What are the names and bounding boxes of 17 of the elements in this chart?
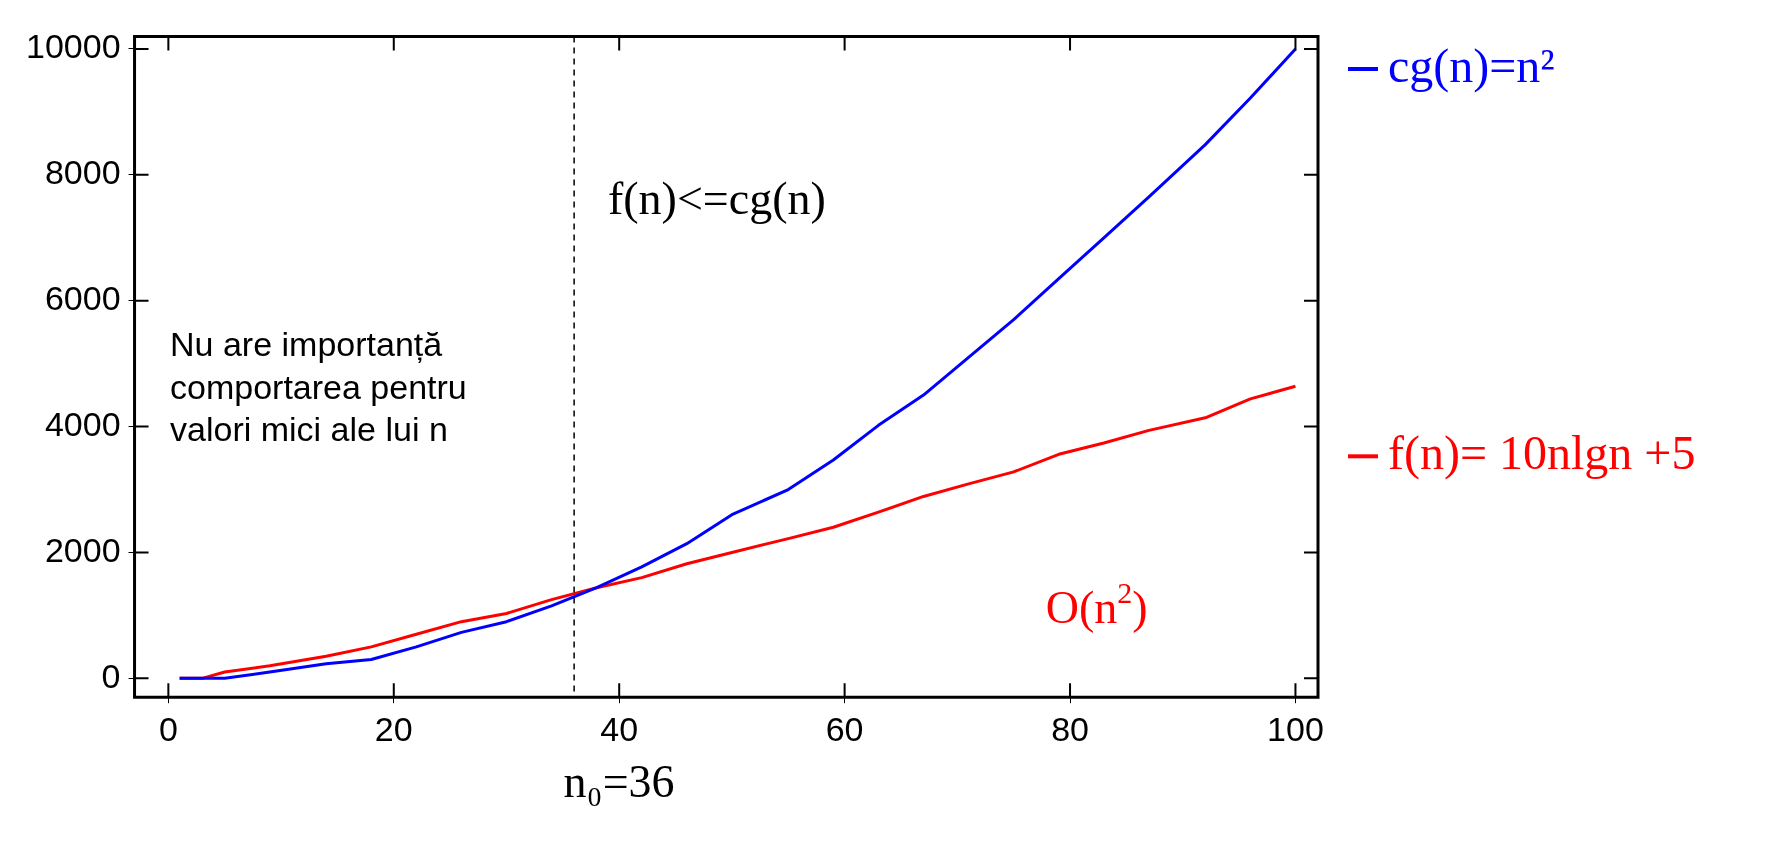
x-tick-label: 100 <box>1267 709 1324 748</box>
y-tick-label: 6000 <box>44 279 121 318</box>
legend-label: f(n)= 10nlgn +5 <box>1388 425 1696 480</box>
y-tick-label: 10000 <box>26 27 121 66</box>
y-tick-label: 0 <box>101 656 121 695</box>
y-tick-label: 4000 <box>44 404 121 443</box>
x-tick-label: 20 <box>374 709 413 748</box>
annotation: f(n)<=cg(n) <box>607 172 826 224</box>
annotation: Nu are importanță comportarea pentru valori mici ale lui n <box>170 325 467 449</box>
ref-line-label: n₀=36 <box>563 756 675 808</box>
x-tick-label: 80 <box>1051 709 1089 748</box>
x-tick-label: 0 <box>158 709 178 748</box>
legend-label: cg(n)=n² <box>1388 38 1555 93</box>
x-tick-label: 60 <box>825 709 864 748</box>
y-tick-label: 8000 <box>44 153 121 192</box>
x-tick-label: 40 <box>600 709 639 748</box>
y-tick-label: 2000 <box>44 530 121 569</box>
